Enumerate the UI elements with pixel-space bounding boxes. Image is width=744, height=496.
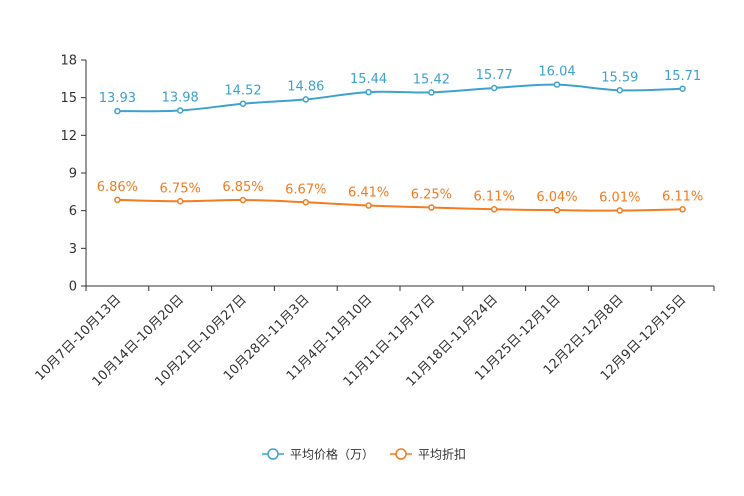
data-point[interactable] [365,88,372,96]
y-tick-label: 15 [60,91,77,106]
data-label: 6.41% [348,186,389,201]
data-point[interactable] [428,204,435,211]
y-tick-label: 3 [69,242,77,257]
data-point[interactable] [176,107,184,114]
data-label: 6.04% [536,190,577,205]
x-ticks: 10月7日-10月13日10月14日-10月20日10月21日-10月27日10… [33,286,715,390]
data-point[interactable] [239,196,247,204]
legend[interactable]: 平均价格（万） 平均折扣 [262,447,466,462]
y-tick-label: 18 [60,54,77,69]
data-point[interactable] [553,206,561,214]
data-point[interactable] [428,89,435,96]
data-label: 6.86% [97,180,138,195]
data-label: 6.67% [285,182,326,197]
data-point[interactable] [679,85,686,93]
data-point[interactable] [616,87,624,94]
data-label: 13.93 [99,91,136,106]
legend-item-1[interactable]: 平均折扣 [390,447,466,462]
series-layer: 13.93 13.98 14.52 14.86 15.44 15.42 15.77 16.04… [97,65,703,214]
data-label: 6.75% [160,181,201,196]
legend-marker-icon [267,448,279,460]
series-1: 6.86% 6.75% 6.85% 6.67% 6.41% 6.25% 6.11% 6.04%… [97,180,703,214]
series-0: 13.93 13.98 14.52 14.86 15.44 15.42 15.77 16.04… [99,65,701,115]
y-tick-label: 6 [69,204,77,219]
data-label: 15.77 [476,68,513,83]
data-label: 15.71 [664,69,701,84]
data-label: 6.01% [599,191,640,206]
data-label: 13.98 [162,90,199,105]
data-label: 6.11% [662,189,703,204]
data-point[interactable] [365,202,372,209]
y-ticks: 0 3 6 9 12 15 18 [60,54,86,295]
series-line [117,198,683,212]
data-point[interactable] [114,107,121,115]
data-label: 14.86 [287,79,324,94]
legend-label: 平均折扣 [418,447,466,462]
y-tick-label: 0 [69,280,77,295]
data-point[interactable] [302,199,310,206]
data-label: 15.42 [413,72,450,87]
data-label: 6.11% [474,189,515,204]
data-point[interactable] [616,207,624,214]
data-label: 15.59 [601,70,638,85]
data-point[interactable] [490,206,498,213]
data-point[interactable] [114,196,121,204]
data-point[interactable] [679,206,686,213]
legend-marker-icon [395,448,407,460]
data-label: 15.44 [350,72,387,87]
data-label: 14.52 [224,84,261,99]
data-label: 6.85% [222,180,263,195]
data-point[interactable] [239,100,247,107]
data-point[interactable] [553,81,561,88]
legend-item-0[interactable]: 平均价格（万） [262,447,374,462]
data-point[interactable] [302,96,310,103]
y-tick-label: 9 [69,167,77,182]
series-line [117,83,683,113]
data-label: 6.25% [411,188,452,203]
data-point[interactable] [490,84,498,92]
legend-label: 平均价格（万） [290,447,374,462]
data-label: 16.04 [538,65,575,80]
y-tick-label: 12 [60,129,77,144]
data-point[interactable] [176,198,184,205]
